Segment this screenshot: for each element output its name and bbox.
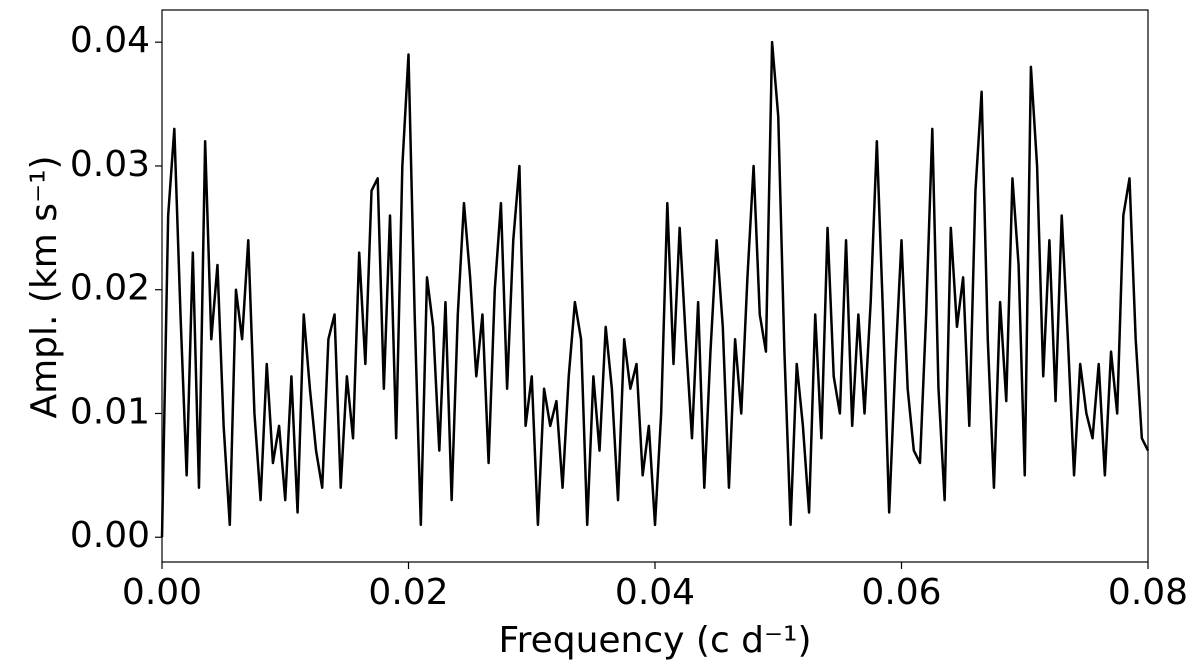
plot-frame <box>161 9 1149 563</box>
y-tick-label: 0.03 <box>70 144 150 185</box>
y-tick-label: 0.01 <box>70 391 150 432</box>
x-tick-label: 0.02 <box>368 572 448 613</box>
data-line <box>160 40 1150 538</box>
x-tick-label: 0.04 <box>615 572 695 613</box>
x-tick-label: 0.00 <box>122 572 202 613</box>
y-tick-label: 0.00 <box>70 515 150 556</box>
x-tick-label: 0.06 <box>861 572 941 613</box>
y-axis-label: Ampl. (km s⁻¹) <box>24 155 65 418</box>
y-tick-label: 0.02 <box>70 268 150 309</box>
y-tick-label: 0.04 <box>70 20 150 61</box>
x-axis-label: Frequency (c d⁻¹) <box>498 620 811 661</box>
x-tick-label: 0.08 <box>1108 572 1188 613</box>
